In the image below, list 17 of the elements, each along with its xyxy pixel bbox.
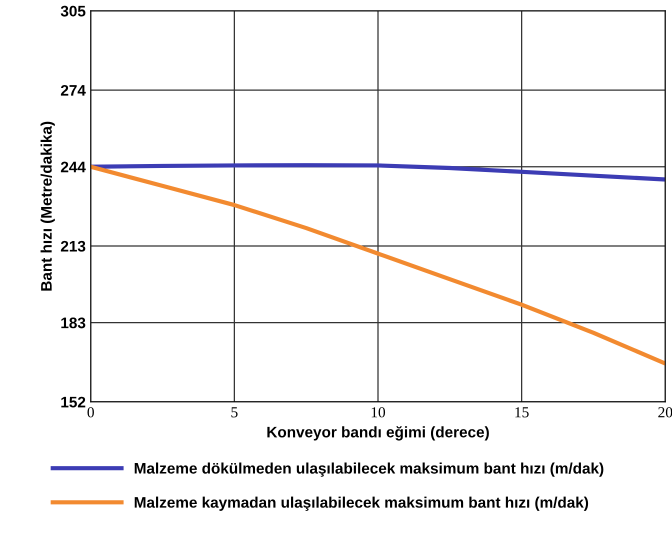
line-series: [90, 164, 666, 366]
x-tick-label: 10: [372, 407, 386, 418]
x-tick-label: 0: [87, 407, 94, 418]
y-tick-label: 213: [60, 240, 86, 252]
x-tick-label: 5: [231, 407, 238, 418]
x-tick-label: 15: [515, 407, 529, 418]
y-tick-label: 244: [60, 162, 86, 172]
legend-label: Malzeme kaymadan ulaşılabilecek maksimum bant hızı (m/dak): [134, 496, 588, 511]
y-tick-label: 305: [60, 6, 86, 17]
y-axis-title: Bant hızı (Metre/dakika): [40, 122, 55, 291]
line-series: [90, 163, 666, 182]
x-axis-title: Konveyor bandı eğimi (derece): [267, 426, 489, 441]
legend-label: Malzeme dökülmeden ulaşılabilecek maksimum bant hızı (m/dak): [134, 462, 604, 477]
x-tick-label: 20: [658, 407, 672, 418]
y-tick-label: 183: [61, 317, 86, 328]
y-tick-label: 274: [60, 84, 86, 96]
y-tick-label: 152: [61, 396, 86, 408]
